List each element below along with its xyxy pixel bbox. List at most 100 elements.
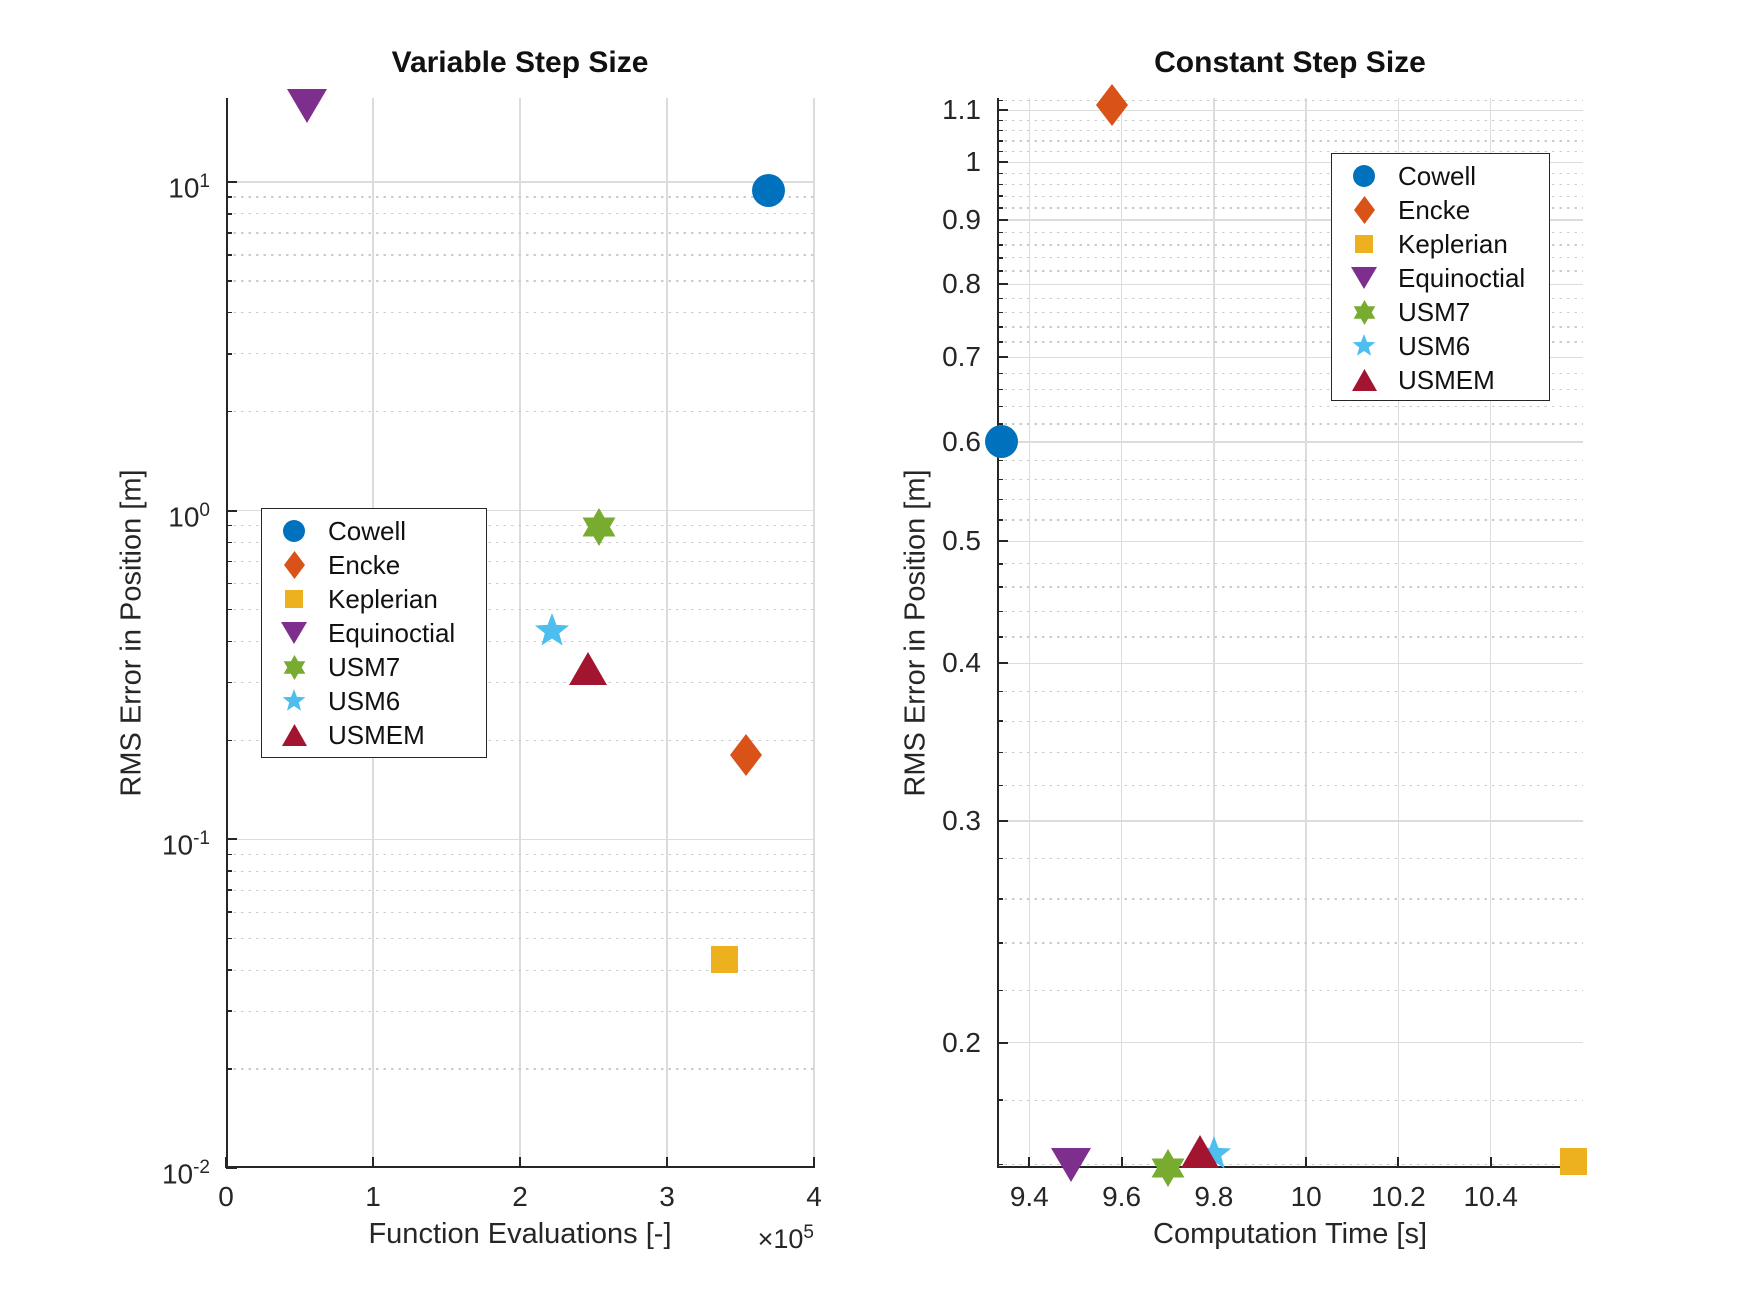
y-minor-tick-mark — [997, 478, 1003, 481]
legend-marker-equinoctial — [262, 622, 326, 644]
minor-gridline — [997, 636, 1583, 638]
minor-gridline — [226, 969, 814, 971]
minor-gridline — [226, 1010, 814, 1012]
y-minor-tick-mark — [997, 405, 1003, 408]
gridline — [1305, 98, 1307, 1168]
y-tick-mark — [997, 283, 1008, 286]
y-minor-tick-mark — [997, 784, 1003, 787]
minor-gridline — [226, 582, 814, 585]
y-tick-label: 1.1 — [942, 94, 981, 126]
y-tick-mark — [997, 819, 1008, 822]
minor-gridline — [997, 989, 1583, 992]
y-minor-tick-mark — [997, 311, 1003, 314]
y-axis-spine — [226, 98, 228, 1168]
minor-gridline — [997, 1099, 1583, 1101]
gridline — [1213, 98, 1215, 1168]
legend-marker-usm6 — [262, 689, 326, 713]
gridline — [1397, 98, 1400, 1168]
legend-label: USM6 — [328, 685, 401, 716]
y-minor-tick-mark — [226, 311, 232, 314]
y-tick-mark — [997, 356, 1008, 359]
y-tick-label: 0.9 — [942, 204, 981, 236]
y-minor-tick-mark — [997, 563, 1003, 565]
minor-gridline — [997, 372, 1583, 374]
legend-item-usm7: USM7 — [1332, 295, 1549, 329]
marker-equinoctial — [1050, 1147, 1091, 1182]
legend-label: Equinoctial — [328, 617, 456, 648]
legend-marker-usm7 — [262, 654, 326, 680]
y-minor-tick-mark — [997, 183, 1003, 186]
legend-item-usm6: USM6 — [262, 684, 486, 718]
minor-gridline — [226, 889, 814, 891]
y-tick-label: 100 — [168, 499, 210, 532]
y-tick-mark — [997, 109, 1008, 112]
y-tick-label: 0.7 — [942, 341, 981, 373]
y-axis-label: RMS Error in Position [m] — [899, 469, 932, 797]
x-tick-label: 0 — [218, 1181, 234, 1212]
y-minor-tick-mark — [226, 353, 232, 355]
gridline — [997, 219, 1583, 221]
y-axis-spine — [997, 98, 999, 1168]
gridline — [226, 509, 814, 512]
legend-item-usmem: USMEM — [262, 718, 486, 752]
x-tick-label: 9.6 — [1102, 1181, 1142, 1212]
y-minor-tick-mark — [997, 119, 1003, 122]
legend-label: USM6 — [1398, 330, 1471, 361]
chart-title: Variable Step Size — [391, 46, 649, 79]
legend-label: USM7 — [1398, 296, 1471, 327]
plot-area: 0.2 0.3 0.4 0.5 0.6 0.7 0.8 0.9 1 1.1 9.4 9.6 9.8 10 1… — [942, 84, 1588, 1212]
y-minor-tick-mark — [997, 129, 1003, 132]
marker-usm6 — [534, 613, 570, 649]
gridline — [519, 98, 521, 1168]
y-minor-tick-mark — [997, 636, 1003, 638]
gridline — [997, 441, 1583, 443]
minor-gridline — [226, 525, 814, 527]
y-tick-label: 0.3 — [942, 804, 981, 836]
x-tick-label: 3 — [659, 1181, 675, 1212]
y-tick-mark — [226, 838, 237, 841]
gridline — [226, 838, 814, 841]
legend-marker-keplerian — [262, 590, 326, 608]
minor-gridline — [997, 423, 1583, 425]
gridline — [1120, 98, 1123, 1168]
x-tick-mark — [225, 1157, 227, 1168]
gridline — [226, 181, 814, 183]
y-minor-tick-mark — [997, 857, 1003, 860]
y-tick-mark — [226, 509, 237, 512]
minor-gridline — [226, 280, 814, 282]
legend-marker-cowell — [1332, 165, 1396, 187]
y-minor-tick-mark — [997, 270, 1003, 272]
y-minor-tick-mark — [997, 172, 1003, 175]
x-tick-label: 1 — [365, 1181, 381, 1212]
y-minor-tick-mark — [226, 853, 232, 856]
legend-marker-usm6 — [1332, 334, 1396, 358]
y-minor-tick-mark — [997, 1163, 1003, 1166]
y-tick-mark — [997, 219, 1008, 222]
minor-gridline — [997, 231, 1583, 233]
minor-gridline — [997, 784, 1583, 787]
legend-label: Equinoctial — [1398, 262, 1526, 293]
plot-area: 10-2 10-1 100 101 0 1 2 3 4 Cowell Encke Keplerian E… — [162, 89, 822, 1212]
legend-marker-usm7 — [1332, 299, 1396, 325]
minor-gridline — [226, 870, 814, 872]
gridline — [997, 662, 1583, 665]
minor-gridline — [226, 739, 814, 742]
x-tick-mark — [1305, 1157, 1308, 1168]
y-tick-label: 101 — [168, 170, 210, 204]
minor-gridline — [226, 608, 814, 611]
legend-item-encke: Encke — [262, 548, 486, 582]
y-minor-tick-mark — [226, 739, 232, 742]
gridline — [997, 540, 1583, 543]
legend-marker-cowell — [262, 520, 326, 542]
legend: Cowell Encke Keplerian Equinoctial USM7 USM6 U… — [261, 508, 487, 758]
x-tick-mark — [1120, 1157, 1123, 1168]
y-minor-tick-mark — [226, 560, 232, 563]
minor-gridline — [997, 270, 1583, 272]
minor-gridline — [997, 519, 1583, 521]
minor-gridline — [226, 411, 814, 413]
y-minor-tick-mark — [997, 326, 1003, 328]
marker-encke — [1096, 84, 1129, 127]
minor-gridline — [226, 312, 814, 314]
